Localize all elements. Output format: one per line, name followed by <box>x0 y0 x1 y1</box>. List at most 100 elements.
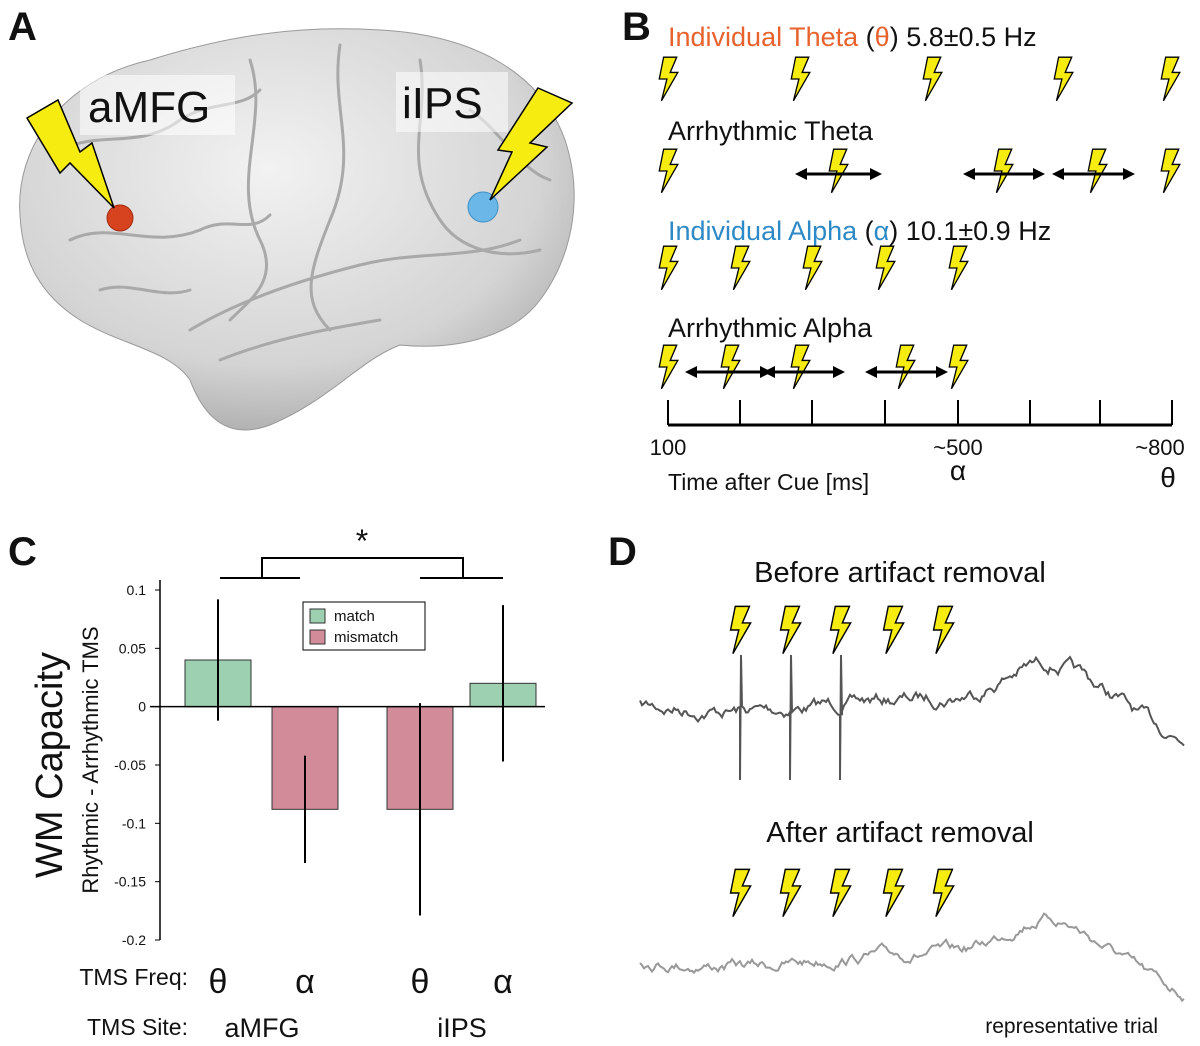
title-part: ) <box>890 22 899 52</box>
title-part: Individual Theta <box>668 22 859 52</box>
bolt <box>882 868 905 918</box>
bolt <box>658 245 679 291</box>
legend-label: mismatch <box>334 629 398 646</box>
y-tick-label: 0.1 <box>127 582 147 598</box>
arrow-head <box>795 168 807 180</box>
bolt <box>895 344 916 390</box>
bolt <box>658 344 679 390</box>
x-tick-label: θ <box>209 963 228 1001</box>
bolt <box>1160 148 1181 194</box>
significance-bracket <box>220 557 503 579</box>
region-label: aMFG <box>88 83 210 132</box>
bolt <box>948 245 969 291</box>
trace-title: After artifact removal <box>766 817 1034 849</box>
trace-title: Before artifact removal <box>754 557 1046 589</box>
panel-label: C <box>8 530 37 574</box>
bolt <box>730 245 751 291</box>
x-tick-label: α <box>295 963 315 1001</box>
panel-label: D <box>608 530 637 574</box>
bolt <box>993 148 1014 194</box>
label-box <box>80 75 235 135</box>
title-part: ( <box>865 216 874 246</box>
title-part: θ <box>875 22 890 52</box>
y-tick-label: -0.05 <box>114 757 146 773</box>
arrow-head <box>685 366 697 378</box>
bolt <box>882 605 905 655</box>
arrow-head <box>936 366 948 378</box>
row-title: Individual Alpha (α) 10.1±0.9 Hz <box>668 216 1051 246</box>
bolt <box>1160 56 1181 102</box>
bolt <box>720 344 741 390</box>
arrow-head <box>963 168 975 180</box>
y-tick-label: 0.05 <box>119 640 146 656</box>
row-label: TMS Freq: <box>79 964 188 990</box>
bar-chart: -0.2 -0.15 -0.1 -0.05 0 0.05 0.1 match mismatch *… <box>29 523 545 1043</box>
arrow-head <box>870 168 882 180</box>
arrow-head <box>1052 168 1064 180</box>
y-axis-title: WM Capacity <box>29 652 71 878</box>
panel-label: A <box>8 5 37 49</box>
bolt <box>779 868 802 918</box>
bolt <box>658 56 679 102</box>
bolt <box>922 56 943 102</box>
row-title: Individual Theta (θ) 5.8±0.5 Hz <box>668 22 1037 52</box>
bolt <box>829 868 852 918</box>
bolt <box>1053 56 1074 102</box>
label-box <box>396 72 508 132</box>
bolt <box>1087 148 1108 194</box>
y-tick-label: 0 <box>138 699 146 715</box>
arrow-head <box>833 366 845 378</box>
bolt <box>829 605 852 655</box>
bolt <box>658 148 679 194</box>
bolt <box>932 868 955 918</box>
timeline <box>658 56 1181 427</box>
bolt <box>790 56 811 102</box>
x-tick-label: θ <box>411 963 430 1001</box>
region-label: iIPS <box>402 79 483 128</box>
eeg-trace <box>639 654 1185 781</box>
title-part: 10.1±0.9 Hz <box>906 216 1051 246</box>
y-axis-title: Rhythmic - Arrhythmic TMS <box>78 626 103 893</box>
group-label: aMFG <box>224 1013 299 1043</box>
bolt <box>932 605 955 655</box>
eeg-trace <box>639 912 1185 1003</box>
traces <box>639 605 1185 1003</box>
row-label: TMS Site: <box>87 1014 188 1040</box>
time-label: ~800 <box>1135 435 1185 460</box>
axis-title: Time after Cue [ms] <box>668 469 869 495</box>
title-part: α <box>874 216 890 246</box>
arrow-head <box>1033 168 1045 180</box>
panel-label: B <box>622 5 651 49</box>
arrow-head <box>1123 168 1135 180</box>
y-tick-label: -0.15 <box>114 874 146 890</box>
bolt <box>779 605 802 655</box>
time-label: 100 <box>650 435 687 460</box>
bolt <box>948 344 969 390</box>
time-symbol: θ <box>1160 462 1176 493</box>
note: representative trial <box>985 1015 1158 1038</box>
row-title: Arrhythmic Alpha <box>668 313 873 343</box>
bolt <box>875 245 896 291</box>
bolt <box>729 605 752 655</box>
row-title: Arrhythmic Theta <box>668 116 874 146</box>
legend-swatch <box>309 629 326 645</box>
group-label: iIPS <box>437 1013 487 1043</box>
significance: * <box>356 523 368 559</box>
arrow-head <box>865 366 877 378</box>
time-symbol: α <box>950 455 966 486</box>
bolt <box>802 245 823 291</box>
title-part: ( <box>866 22 875 52</box>
y-tick-label: -0.2 <box>122 932 146 948</box>
time-label: ~500 <box>933 435 983 460</box>
legend-label: match <box>334 608 375 625</box>
bolt <box>828 148 849 194</box>
y-tick-label: -0.1 <box>122 815 146 831</box>
title-part: 5.8±0.5 Hz <box>906 22 1036 52</box>
arrow-head <box>763 366 775 378</box>
title-part: Individual Alpha <box>668 216 858 246</box>
x-tick-label: α <box>493 963 513 1001</box>
title-part: ) <box>889 216 898 246</box>
bolt <box>729 868 752 918</box>
legend-swatch <box>309 608 326 624</box>
